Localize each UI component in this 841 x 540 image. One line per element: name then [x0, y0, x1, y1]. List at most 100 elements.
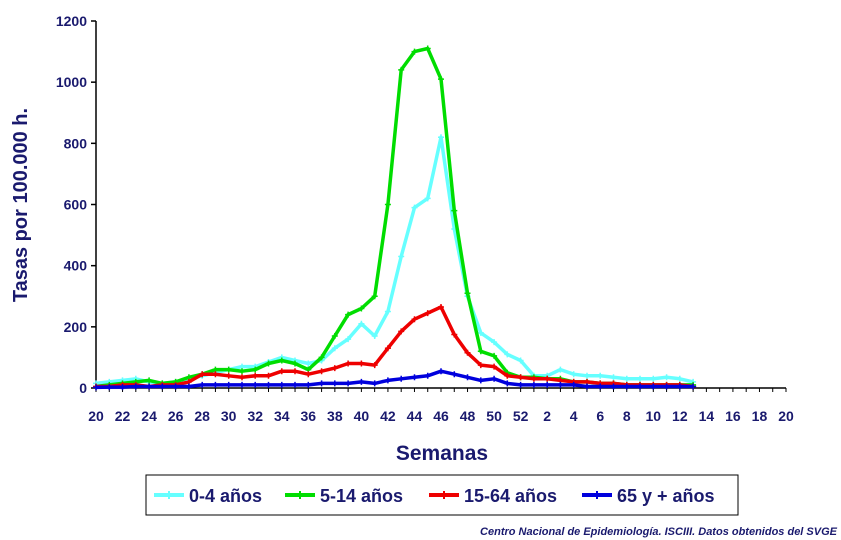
data-point [504, 380, 511, 387]
x-tick-label: 26 [168, 408, 184, 424]
data-point [637, 383, 643, 390]
series-3 [93, 368, 697, 391]
data-point [477, 362, 484, 369]
x-tick-label: 20 [778, 408, 794, 424]
x-tick-label: 50 [486, 408, 502, 424]
x-tick-label: 52 [513, 408, 529, 424]
data-point [292, 381, 298, 388]
data-point [292, 368, 298, 375]
y-tick-label: 1000 [56, 74, 87, 90]
y-tick-label: 600 [64, 197, 88, 213]
data-point [225, 381, 232, 388]
data-point [544, 381, 551, 388]
x-tick-label: 32 [247, 408, 263, 424]
data-point [252, 381, 259, 388]
data-point [438, 368, 444, 375]
y-tick-label: 400 [64, 258, 88, 274]
series-line [95, 369, 694, 390]
series-line [96, 305, 694, 389]
data-point [557, 366, 564, 373]
y-tick-label: 800 [64, 135, 88, 151]
data-point [371, 293, 378, 300]
data-point [690, 383, 697, 390]
data-point [584, 372, 590, 379]
legend-item: 15-64 años [429, 486, 557, 506]
x-tick-label: 34 [274, 408, 290, 424]
data-point [252, 366, 259, 373]
data-point [358, 378, 365, 385]
x-tick-label: 38 [327, 408, 343, 424]
data-point [504, 351, 511, 358]
x-tick-label: 46 [433, 408, 449, 424]
data-point [305, 381, 312, 388]
data-point [146, 377, 153, 384]
source-note: Centro Nacional de Epidemiología. ISCIII… [480, 526, 837, 538]
data-point [345, 336, 352, 343]
data-point [517, 357, 524, 364]
data-point [225, 372, 232, 379]
data-point [358, 360, 365, 367]
data-point [212, 371, 219, 378]
data-point [212, 381, 219, 388]
data-point [464, 374, 471, 381]
data-point [384, 345, 391, 352]
data-point [544, 375, 551, 382]
data-point [623, 383, 630, 390]
x-axis: 20 22 24 26 28 30 32 34 36 38 40 42 44 46 48 50 52 2 4 6 8 10… [88, 387, 794, 424]
data-point [610, 383, 617, 390]
data-point [504, 372, 511, 379]
data-point [438, 76, 444, 83]
data-point [424, 45, 431, 52]
legend-marker [440, 491, 448, 499]
x-tick-label: 8 [623, 408, 631, 424]
x-tick-label: 44 [407, 408, 423, 424]
x-tick-label: 2 [543, 408, 551, 424]
data-point [398, 375, 405, 382]
data-point [411, 48, 418, 55]
data-point [265, 381, 272, 388]
data-point [159, 383, 166, 390]
data-point [451, 371, 458, 378]
data-point [331, 333, 338, 339]
data-point [477, 329, 484, 336]
data-point [570, 371, 577, 378]
data-point [424, 195, 431, 202]
data-point [119, 384, 126, 391]
data-point [146, 383, 153, 390]
data-point [477, 377, 484, 384]
data-point [305, 371, 312, 378]
data-point [623, 375, 630, 382]
data-point [398, 66, 405, 73]
data-point [438, 304, 444, 310]
data-point [358, 320, 365, 327]
data-point [305, 360, 312, 367]
data-point [451, 207, 458, 214]
data-point [491, 339, 498, 346]
legend-label: 0-4 años [189, 486, 262, 506]
data-point [663, 374, 670, 381]
data-point [411, 204, 418, 211]
legend-item: 65 y + años [582, 486, 715, 506]
data-point [185, 383, 192, 390]
series-layer [93, 45, 697, 391]
data-point [438, 134, 444, 141]
data-point [424, 310, 431, 317]
legend-marker [593, 491, 601, 499]
y-tick-label: 200 [64, 319, 88, 335]
data-point [278, 368, 285, 375]
data-point [411, 374, 418, 381]
data-point [278, 381, 285, 388]
data-point [676, 383, 683, 390]
legend-item: 5-14 años [285, 486, 403, 506]
data-point [132, 383, 139, 390]
data-point [371, 333, 378, 339]
data-point [464, 349, 471, 356]
data-point [517, 381, 524, 388]
data-point [451, 331, 458, 338]
data-point [424, 372, 431, 379]
data-point [530, 375, 537, 382]
data-point [239, 374, 245, 381]
data-point [318, 368, 325, 375]
series-0 [93, 134, 697, 387]
